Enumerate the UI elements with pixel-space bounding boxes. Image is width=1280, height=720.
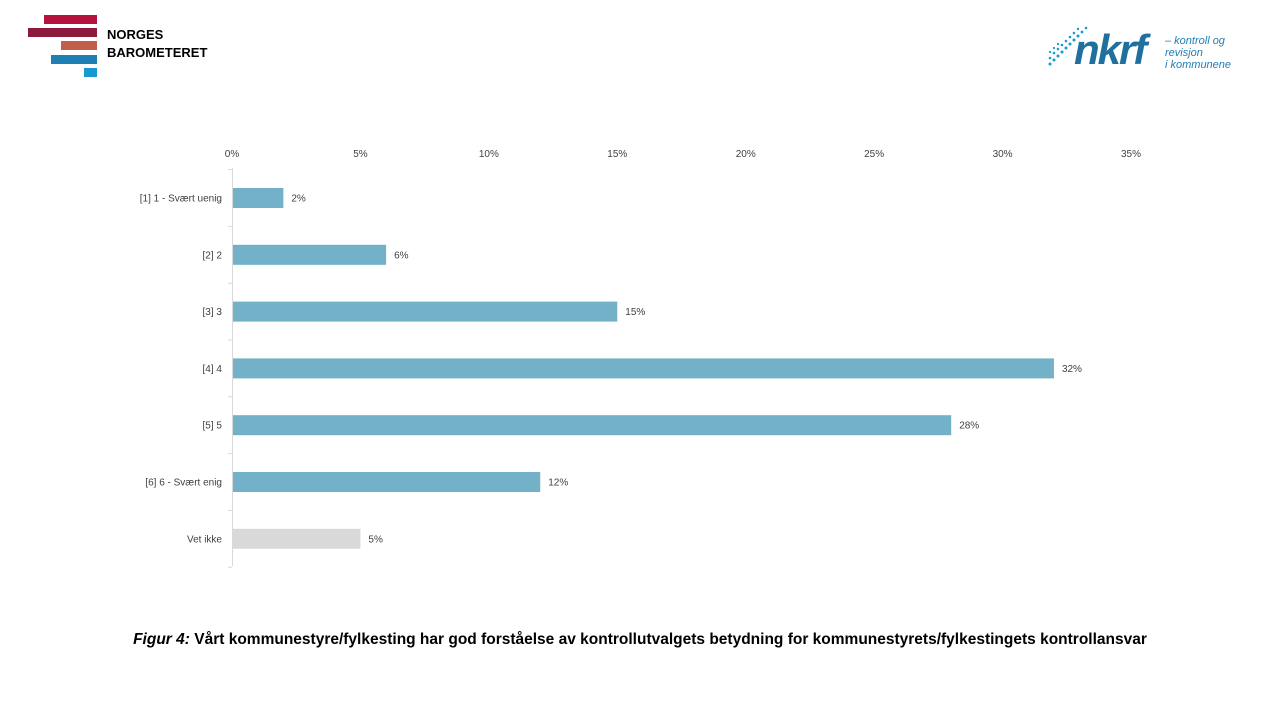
x-tick-label: 25% (864, 149, 884, 160)
logo-text: NORGES BAROMETERET (107, 27, 208, 60)
bar (233, 415, 952, 436)
caption-text: Vårt kommunestyre/fylkesting har god for… (189, 631, 1147, 648)
x-tick-label: 5% (353, 149, 368, 160)
category-label: [6] 6 - Svært enig (145, 478, 222, 489)
x-tick-label: 10% (479, 149, 499, 160)
category-label: [3] 3 (203, 307, 223, 318)
logo-bars-icon (28, 14, 100, 80)
nkrf-logo-mark-icon: nkrf (1048, 26, 1153, 73)
x-tick-label: 15% (607, 149, 627, 160)
category-label: Vet ikke (187, 534, 222, 545)
bars-layer (233, 188, 1054, 549)
data-label: 28% (959, 421, 979, 432)
x-tick-label: 20% (736, 149, 756, 160)
nkrf-logo: nkrf – kontroll og revisjon i kommunene (1044, 20, 1258, 73)
x-tick-label: 35% (1121, 149, 1141, 160)
bar (233, 472, 541, 492)
x-tick-label: 0% (225, 149, 240, 160)
logo-bar-4 (51, 55, 97, 64)
logo-bar-1 (44, 15, 97, 24)
category-label: [2] 2 (203, 250, 223, 261)
x-tick-label: 30% (993, 149, 1013, 160)
category-label: [5] 5 (203, 421, 223, 432)
labels-layer: [1] 1 - Svært uenig 2% [2] 2 6% [3] 3 15% [4] … (140, 194, 1082, 546)
caption-prefix: Figur 4: (133, 631, 190, 648)
data-label: 12% (548, 478, 568, 489)
figure-caption: Figur 4: Vårt kommunestyre/fylkesting ha… (0, 631, 1280, 649)
category-label: [4] 4 (203, 364, 223, 375)
logo-bar-2 (28, 28, 97, 37)
norges-barometeret-logo: NORGES BAROMETERET (28, 14, 218, 80)
axis-layer: 0% 5% 10% 15% 20% 25% 30% 35% (225, 149, 1141, 568)
bar (233, 244, 387, 265)
logo-bar-3 (61, 41, 97, 50)
data-label: 6% (394, 250, 409, 261)
bar (233, 358, 1054, 379)
nkrf-tagline: – kontroll og revisjon i kommunene (1165, 35, 1232, 71)
bar (233, 301, 618, 322)
bar-chart: 0% 5% 10% 15% 20% 25% 30% 35% [1] 1 - Svært uen… (140, 149, 1141, 568)
bar (233, 528, 361, 549)
nkrf-wordmark: nkrf (1074, 26, 1151, 72)
data-label: 2% (291, 194, 306, 205)
logo-bar-5 (84, 68, 97, 77)
data-label: 5% (368, 534, 383, 545)
category-label: [1] 1 - Svært uenig (140, 194, 222, 205)
data-label: 32% (1062, 364, 1082, 375)
data-label: 15% (625, 307, 645, 318)
bar (233, 188, 284, 208)
